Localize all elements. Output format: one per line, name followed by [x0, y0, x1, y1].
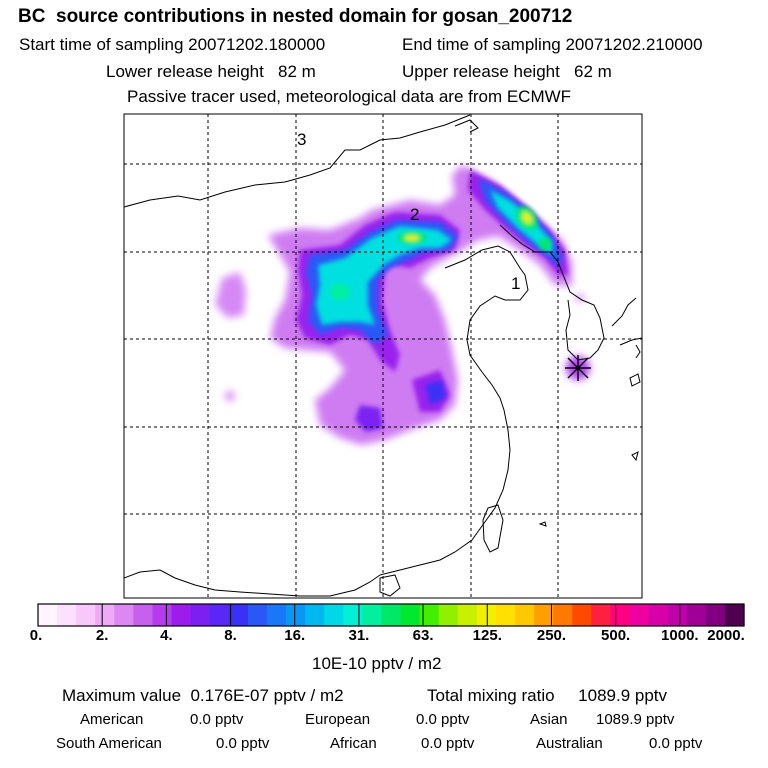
region-name-asian: Asian [530, 711, 568, 728]
colorbar-tick-label: 63. [412, 627, 434, 644]
map-label-2: 2 [410, 205, 419, 224]
region-name-australian: Australian [536, 735, 603, 752]
colorbar-tick-label: 8. [224, 627, 237, 644]
lower-release-label: Lower release height 82 m [106, 62, 316, 81]
coastlines [124, 114, 642, 597]
star-marker-icon [565, 355, 591, 381]
colorbar-tick-label: 125. [472, 627, 502, 644]
colorbar-tick-label: 250. [536, 627, 567, 644]
concentration-field [215, 165, 590, 445]
region-name-american: American [80, 711, 144, 728]
colorbar-tick-label: 31. [348, 627, 370, 644]
map-label-3: 3 [297, 130, 306, 149]
region-name-european: European [305, 711, 371, 728]
colorbar-tick-label: 2. [95, 627, 109, 644]
upper-release-label: Upper release height 62 m [402, 62, 612, 81]
colorbar-tick-label: 2000. [707, 627, 745, 644]
maximum-value-label: Maximum value 0.176E-07 pptv / m2 [62, 686, 344, 705]
colorbar-tick-label: 4. [160, 627, 173, 644]
colorbar-tick-label: 1000. [661, 627, 699, 644]
plot-title: BC source contributions in nested domain… [18, 6, 573, 27]
colorbar-unit: 10E-10 pptv / m2 [312, 654, 442, 673]
lat-lon-grid [124, 114, 642, 598]
region-value-south-american: 0.0 pptv [216, 735, 270, 752]
region-value-american: 0.0 pptv [190, 711, 244, 728]
colorbar-tick-label: 0. [29, 627, 43, 644]
region-name-african: African [330, 735, 377, 752]
map-label-1: 1 [511, 274, 520, 293]
region-value-european: 0.0 pptv [416, 711, 470, 728]
region-name-south-american: South American [56, 735, 162, 752]
total-mixing-ratio-label: Total mixing ratio 1089.9 pptv [427, 686, 668, 705]
region-value-asian: 1089.9 pptv [596, 711, 675, 728]
start-time-label: Start time of sampling 20071202.180000 [19, 35, 326, 54]
map-frame [123, 113, 643, 599]
region-value-african: 0.0 pptv [421, 735, 475, 752]
tracer-note: Passive tracer used, meteorological data… [127, 87, 572, 106]
colorbar-tick-label: 16. [284, 627, 306, 644]
end-time-label: End time of sampling 20071202.210000 [402, 35, 703, 54]
colorbar-tick-label: 500. [601, 627, 631, 644]
region-value-australian: 0.0 pptv [649, 735, 703, 752]
